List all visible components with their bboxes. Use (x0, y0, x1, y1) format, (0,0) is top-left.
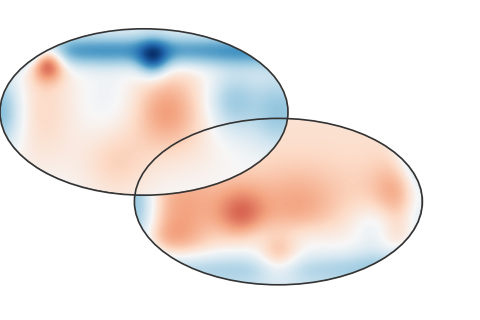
Ellipse shape (134, 118, 422, 285)
Ellipse shape (0, 29, 288, 195)
